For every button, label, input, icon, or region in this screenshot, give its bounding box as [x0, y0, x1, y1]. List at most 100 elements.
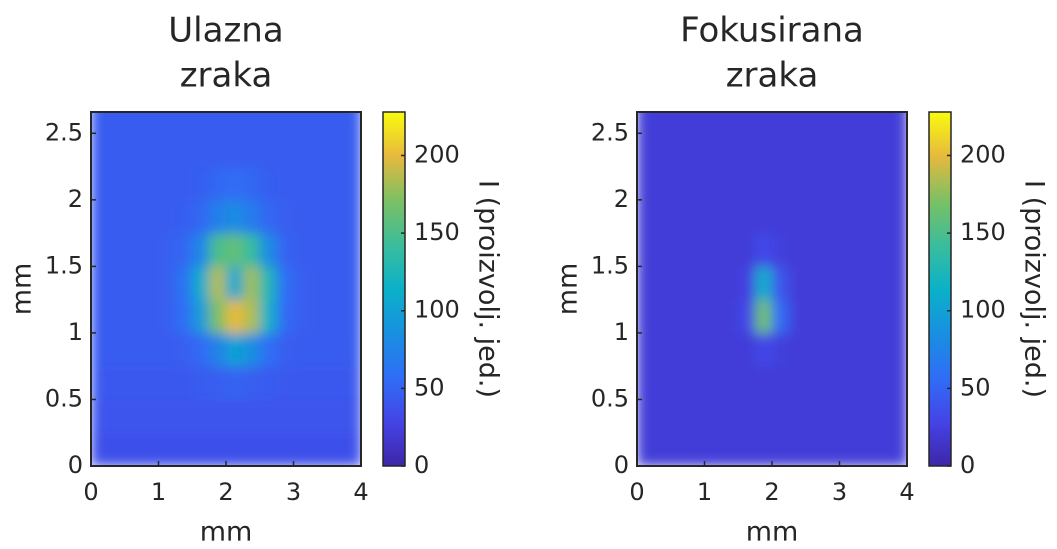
heat-cell [293, 366, 311, 400]
heat-cell [856, 266, 874, 301]
heat-cell [873, 133, 891, 168]
heat-cell [192, 199, 210, 234]
heat-cell [310, 233, 328, 267]
heat-cell [670, 233, 689, 267]
x-axis-label: mm [200, 517, 253, 548]
heat-cell [772, 332, 790, 367]
heat-cell [704, 332, 722, 367]
heat-cell [721, 133, 739, 168]
heat-cell [226, 332, 244, 367]
heat-cell [788, 366, 807, 400]
heat-cell [141, 399, 159, 434]
heat-cell [738, 133, 756, 168]
heat-cell [124, 432, 143, 466]
heat-cell [653, 266, 672, 301]
heat-cell [310, 166, 328, 201]
heat-cell [721, 432, 739, 466]
colorbar-tick-label: 200 [960, 140, 1006, 168]
heatmap-cells [637, 112, 907, 466]
heat-cell [856, 233, 874, 267]
heat-cell [755, 133, 773, 168]
y-tick-label: 0 [614, 451, 629, 479]
x-tick-label: 2 [764, 478, 779, 506]
heat-cell [91, 199, 109, 234]
heat-cell [637, 166, 655, 201]
x-tick-label: 1 [151, 478, 166, 506]
heat-cell [209, 366, 227, 400]
heat-cell [175, 266, 193, 301]
heat-cell [772, 133, 790, 168]
heat-cell [822, 112, 840, 134]
heatmap-cells [91, 112, 361, 466]
heat-cell [653, 399, 672, 434]
x-tick-label: 2 [218, 478, 233, 506]
y-tick-label: 2.5 [45, 118, 83, 146]
heat-cell [704, 112, 722, 134]
heat-cell [91, 432, 109, 466]
heat-cell [91, 332, 109, 367]
heat-cell [209, 399, 227, 434]
heat-cell [226, 366, 244, 400]
heat-cell [822, 199, 840, 234]
colorbar-tick-label: 100 [414, 296, 460, 324]
heat-cell [788, 432, 807, 466]
heat-cell [653, 332, 672, 367]
heat-cell [209, 266, 227, 301]
heat-cell [637, 332, 655, 367]
heat-cell [327, 266, 345, 301]
heat-cell [890, 112, 907, 134]
heat-cell [805, 332, 824, 367]
heat-cell [822, 299, 840, 334]
heat-cell [637, 299, 655, 334]
heat-cell [704, 133, 722, 168]
heat-cell [653, 299, 672, 334]
heat-cell [276, 432, 294, 466]
heat-cell [687, 366, 705, 400]
heat-cell [873, 112, 891, 134]
heat-cell [890, 199, 907, 234]
heat-cell [755, 399, 773, 434]
heat-cell [721, 112, 739, 134]
heat-cell [259, 266, 278, 301]
heat-cell [839, 266, 857, 301]
heat-cell [873, 432, 891, 466]
heat-cell [704, 399, 722, 434]
heat-cell [873, 366, 891, 400]
heat-cell [141, 299, 159, 334]
heat-cell [293, 432, 311, 466]
heat-cell [856, 166, 874, 201]
heat-cell [738, 366, 756, 400]
heat-cell [259, 166, 278, 201]
heat-cell [873, 233, 891, 267]
chart-title: Fokusirana [680, 11, 864, 51]
heat-cell [209, 133, 227, 168]
heat-cell [242, 112, 261, 134]
heat-cell [805, 432, 824, 466]
heat-cell [788, 299, 807, 334]
heat-cell [704, 166, 722, 201]
heat-cell [242, 299, 261, 334]
heat-cell [259, 432, 278, 466]
heat-cell [209, 199, 227, 234]
heat-cell [242, 166, 261, 201]
heat-cell [259, 299, 278, 334]
heat-cell [344, 299, 361, 334]
y-tick-label: 0 [68, 451, 83, 479]
heat-cell [839, 332, 857, 367]
heat-cell [91, 299, 109, 334]
heat-cell [805, 399, 824, 434]
heat-cell [158, 399, 176, 434]
heat-cell [226, 299, 244, 334]
heat-cell [344, 266, 361, 301]
heat-cell [738, 266, 756, 301]
chart-title: zraka [726, 56, 819, 96]
heat-cell [192, 366, 210, 400]
y-axis-label: mm [7, 263, 38, 316]
heat-cell [890, 233, 907, 267]
y-tick-label: 1.5 [591, 251, 629, 279]
heat-cell [637, 432, 655, 466]
heat-cell [276, 299, 294, 334]
heat-cell [344, 166, 361, 201]
heat-cell [141, 199, 159, 234]
heat-cell [175, 399, 193, 434]
